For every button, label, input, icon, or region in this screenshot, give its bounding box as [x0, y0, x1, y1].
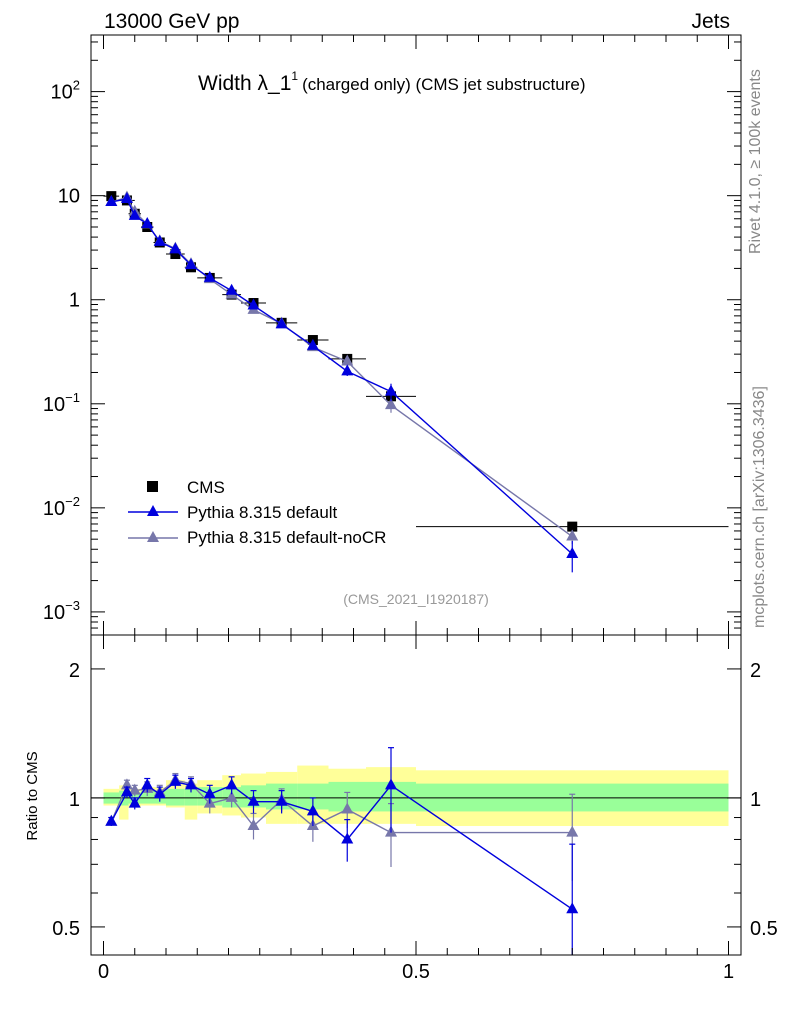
ratio-default-point — [203, 787, 216, 799]
ratio-default-point — [385, 778, 397, 790]
mcplots-label: mcplots.cern.ch [arXiv:1306.3436] — [751, 386, 768, 628]
ratio-default-point — [141, 778, 154, 790]
ratio-default-point — [153, 787, 166, 799]
pythia-nocr-point — [341, 354, 354, 366]
ratio-default-point — [275, 794, 288, 806]
ratio-ytick-label-right: 0.5 — [750, 918, 778, 940]
legend-marker-pythia-nocr — [147, 531, 159, 542]
stat-uncertainty-band — [184, 788, 198, 806]
pythia-default-point — [153, 234, 166, 246]
ratio-default-point — [128, 796, 141, 808]
main-ytick-label: 10−3 — [43, 598, 80, 624]
ratio-ytick-label-left: 2 — [69, 660, 80, 682]
pythia-default-point — [275, 317, 288, 329]
analysis-label: (CMS_2021_I1920187) — [343, 591, 489, 607]
rivet-version-label: Rivet 4.1.0, ≥ 100k events — [747, 69, 764, 254]
ratio-default-point — [185, 778, 197, 790]
header-collision-label: 13000 GeV pp — [104, 10, 239, 33]
pythia-default-point — [203, 270, 216, 282]
ratio-default-point — [120, 785, 133, 797]
ratio-nocr-point — [128, 783, 141, 795]
ratio-xtick-label: 0.5 — [402, 961, 430, 983]
pythia-default-point — [141, 216, 154, 228]
ratio-default-point — [247, 794, 260, 806]
ratio-ytick-label-right: 1 — [750, 789, 761, 811]
ratio-nocr-point — [341, 802, 354, 814]
ratio-ytick-label-left: 1 — [69, 789, 80, 811]
stat-uncertainty-band — [166, 788, 185, 806]
legend-label-cms: CMS — [187, 478, 225, 497]
main-ytick-label: 10 — [58, 186, 80, 208]
chart-title-main: Width λ_1 — [198, 72, 291, 95]
ratio-nocr-point — [566, 825, 579, 837]
chart-title: Width λ_11 (charged only) (CMS jet substr… — [198, 69, 586, 95]
cms-point — [567, 521, 578, 532]
legend: CMS Pythia 8.315 default Pythia 8.315 de… — [128, 478, 386, 547]
pythia-default-point — [169, 242, 182, 254]
cms-point — [170, 249, 181, 260]
legend-marker-cms — [147, 481, 158, 492]
ratio-default-point — [105, 814, 118, 826]
stat-uncertainty-band — [141, 790, 154, 804]
chart-title-superscript: 1 — [291, 69, 298, 83]
ratio-ytick-label-right: 2 — [750, 660, 761, 682]
ratio-nocr-point — [247, 819, 260, 831]
pythia-default-point — [566, 547, 579, 559]
ratio-ylabel: Ratio to CMS — [24, 751, 41, 840]
main-ytick-label: 10−2 — [43, 494, 80, 520]
ratio-default-point — [306, 804, 319, 816]
main-ytick-label: 1 — [69, 290, 80, 312]
ratio-default-point — [341, 832, 354, 844]
pythia-default-point — [306, 338, 319, 350]
pythia-default-point — [120, 191, 133, 203]
pythia-default-point — [105, 194, 118, 206]
ratio-xtick-label: 0 — [98, 961, 109, 983]
ratio-default-point — [169, 774, 182, 786]
pythia-default-point — [185, 258, 197, 270]
pythia-nocr-point — [566, 529, 579, 541]
ratio-panel: 0.5 0.5 1 1 2 2 0 0.5 1 Ratio to CMS — [24, 634, 778, 983]
pythia-nocr-point — [385, 398, 397, 410]
legend-label-pythia-default: Pythia 8.315 default — [187, 503, 338, 522]
pythia-default-point — [385, 384, 397, 396]
ratio-ytick-label-left: 0.5 — [52, 918, 80, 940]
pythia-default-point — [128, 208, 141, 220]
chart-title-sub: (charged only) (CMS jet substructure) — [302, 75, 585, 94]
pythia-default-point — [247, 298, 260, 310]
legend-label-pythia-nocr: Pythia 8.315 default-noCR — [187, 528, 386, 547]
ratio-nocr-point — [225, 790, 238, 802]
pythia-default-point — [341, 364, 354, 376]
pythia-default-point — [225, 283, 238, 295]
legend-marker-pythia-default — [147, 505, 159, 516]
main-ytick-label: 102 — [51, 78, 80, 104]
header-category-label: Jets — [691, 10, 730, 33]
main-ytick-label: 10−1 — [43, 390, 80, 416]
ratio-xtick-label: 1 — [723, 961, 734, 983]
ratio-default-point — [225, 778, 238, 790]
ratio-default-point — [566, 902, 579, 914]
